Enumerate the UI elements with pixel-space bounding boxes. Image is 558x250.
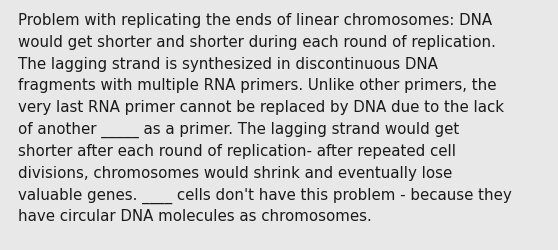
Text: valuable genes. ____ cells don't have this problem - because they: valuable genes. ____ cells don't have th… <box>18 187 512 203</box>
Text: very last RNA primer cannot be replaced by DNA due to the lack: very last RNA primer cannot be replaced … <box>18 100 504 115</box>
Text: divisions, chromosomes would shrink and eventually lose: divisions, chromosomes would shrink and … <box>18 165 452 180</box>
Text: shorter after each round of replication- after repeated cell: shorter after each round of replication-… <box>18 143 456 158</box>
Text: have circular DNA molecules as chromosomes.: have circular DNA molecules as chromosom… <box>18 208 372 223</box>
Text: Problem with replicating the ends of linear chromosomes: DNA: Problem with replicating the ends of lin… <box>18 13 492 28</box>
Text: of another _____ as a primer. The lagging strand would get: of another _____ as a primer. The laggin… <box>18 122 459 138</box>
Text: fragments with multiple RNA primers. Unlike other primers, the: fragments with multiple RNA primers. Unl… <box>18 78 497 93</box>
Text: The lagging strand is synthesized in discontinuous DNA: The lagging strand is synthesized in dis… <box>18 56 438 71</box>
Text: would get shorter and shorter during each round of replication.: would get shorter and shorter during eac… <box>18 35 496 50</box>
